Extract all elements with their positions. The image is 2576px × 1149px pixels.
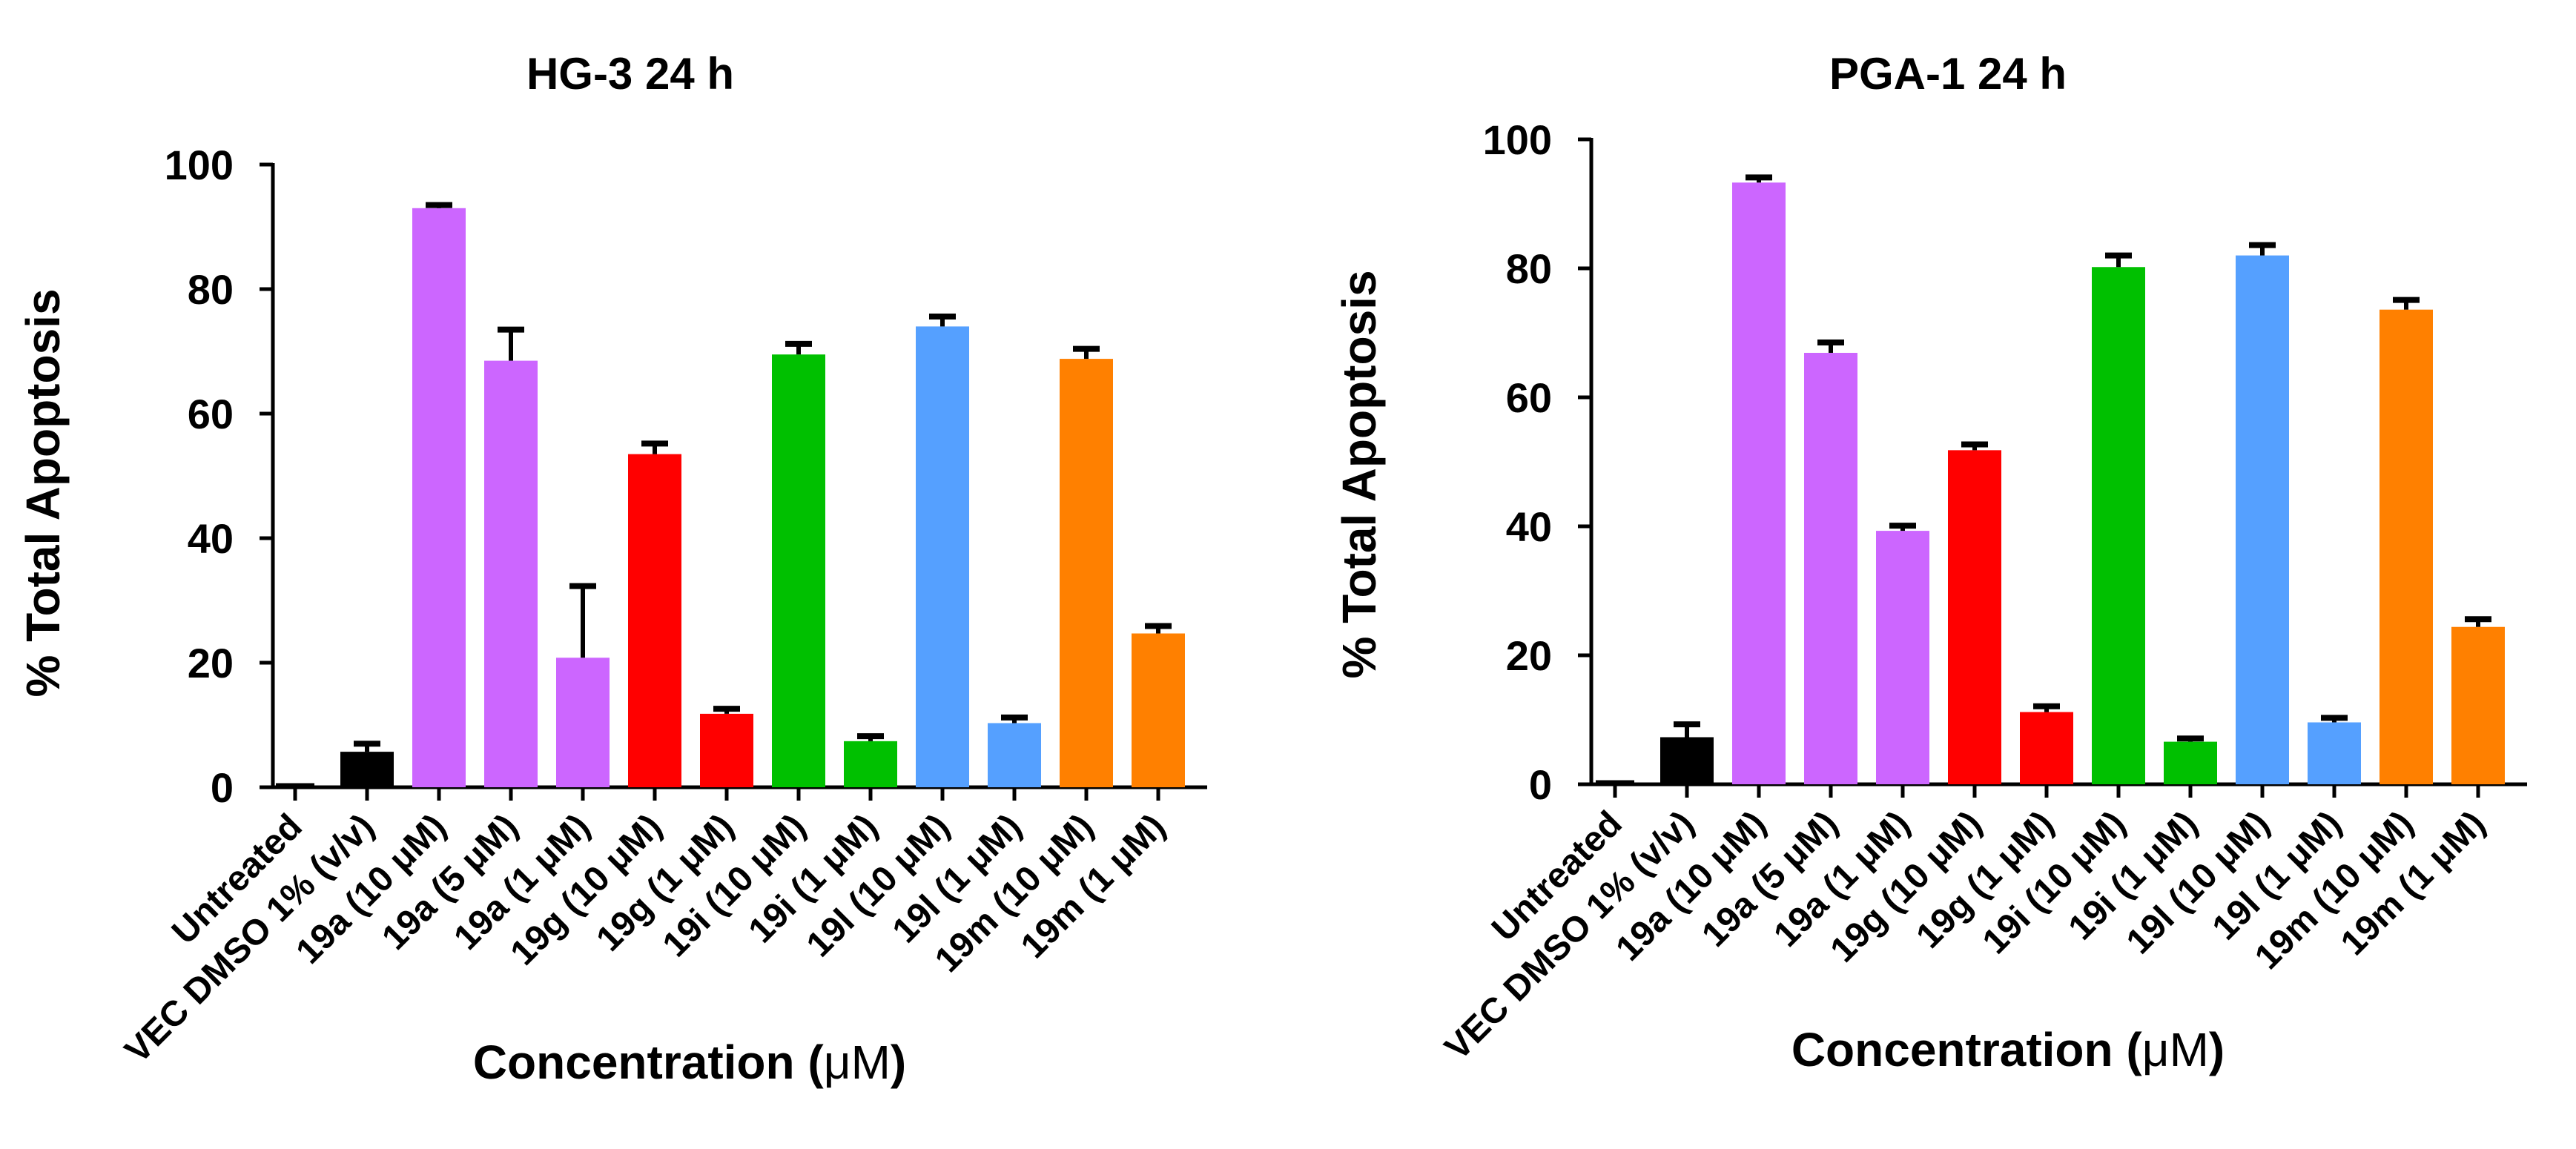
y-axis-label: % Total Apoptosis (16, 288, 70, 697)
bar (1060, 359, 1113, 788)
bar (1876, 531, 1929, 784)
y-tick-label: 100 (1483, 116, 1552, 163)
x-axis-label-unit: μM (2142, 1023, 2209, 1076)
bar (412, 208, 466, 787)
y-tick-label: 100 (165, 142, 234, 188)
y-tick-label: 80 (1506, 245, 1552, 292)
y-tick-label: 0 (211, 764, 234, 811)
bar (1132, 633, 1185, 787)
bar (2092, 267, 2145, 784)
x-axis-label-text: Concentration (1791, 1023, 2113, 1076)
y-tick-label: 60 (188, 391, 234, 437)
bar (1804, 352, 1857, 785)
bar (2308, 722, 2361, 784)
bar (2236, 255, 2289, 785)
bar (988, 723, 1041, 787)
chart-pga1: PGA-1 24 h % Total Apoptosis Concentrati… (1332, 49, 2527, 1076)
bar (700, 713, 753, 787)
bar (2451, 626, 2505, 784)
y-tick-label: 20 (188, 640, 234, 686)
y-axis-label: % Total Apoptosis (1332, 270, 1386, 678)
bar (628, 454, 681, 787)
bar (2164, 741, 2217, 784)
chart-title: HG-3 24 h (526, 49, 734, 99)
bar (2020, 712, 2073, 784)
x-axis-label: Concentration (μM) (1791, 1023, 2225, 1076)
y-tick-label: 40 (1506, 503, 1552, 550)
bar (916, 326, 969, 787)
y-tick-label: 40 (188, 515, 234, 562)
x-axis-label-unit: μM (824, 1036, 891, 1089)
y-tick-label: 60 (1506, 374, 1552, 421)
bar (844, 741, 897, 787)
bar (1948, 450, 2001, 784)
y-tick-label: 80 (188, 266, 234, 313)
bar (772, 354, 825, 787)
bar (484, 360, 538, 788)
chart-hg3: HG-3 24 h % Total Apoptosis Concentratio… (16, 49, 1207, 1089)
bar (2380, 309, 2433, 784)
bar (556, 658, 610, 787)
bar (1660, 737, 1714, 784)
bar (340, 752, 394, 787)
x-axis-label-text: Concentration (473, 1036, 795, 1089)
y-tick-label: 20 (1506, 632, 1552, 679)
y-tick-label: 0 (1529, 761, 1552, 808)
bar (1732, 182, 1786, 785)
chart-title: PGA-1 24 h (1829, 49, 2067, 99)
x-axis-label: Concentration (μM) (473, 1036, 906, 1089)
